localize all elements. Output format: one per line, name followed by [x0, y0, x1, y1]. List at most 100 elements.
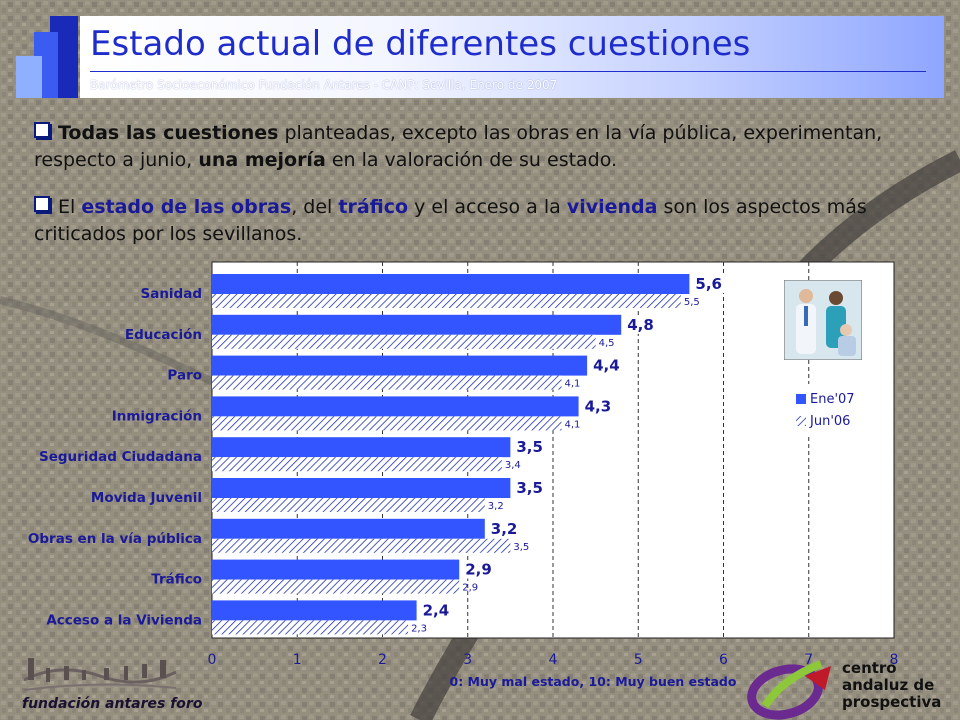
- legend-label-ene07: Ene'07: [810, 392, 855, 407]
- bars-layer: 5,6 5,5 4,8 4,5 4,4 4,1 4,3 4,1 3,5 3,4 3,5 3,2 3,2 3…: [212, 274, 729, 635]
- antares-logo: [23, 658, 177, 691]
- value-label-ene07: 3,5: [516, 438, 543, 456]
- x-tick-labels: 0 1 2 3 4 5 6 7 8: [208, 652, 899, 668]
- value-label-bg: [692, 275, 729, 293]
- value-label-ene07: 4,8: [627, 316, 654, 334]
- bar-jun06: [212, 375, 562, 390]
- value-label-jun06: 2,3: [411, 623, 427, 634]
- bar-jun06: [212, 498, 485, 512]
- bar-ene07: [212, 396, 579, 417]
- bullet-text-part: son los aspectos más criticados por los …: [34, 196, 867, 245]
- doctors-photo: [784, 280, 862, 360]
- header-bar: [80, 16, 944, 98]
- value-label-jun06: 2,9: [462, 583, 478, 594]
- bar-ene07: [212, 355, 588, 376]
- centro-andaluz-logo: [747, 660, 831, 720]
- bullet-text-part: tráfico: [338, 196, 409, 218]
- page-title: Estado actual de diferentes cuestiones: [90, 24, 751, 64]
- bar-jun06: [212, 416, 562, 431]
- value-label-ene07: 2,9: [465, 561, 492, 579]
- category-label: Paro: [167, 368, 202, 384]
- bar-jun06: [212, 579, 460, 594]
- category-label: Seguridad Ciudadana: [39, 449, 202, 465]
- bullet-text-part: y el acceso a la: [408, 196, 567, 218]
- value-label-ene07: 4,3: [585, 397, 612, 415]
- value-label-bg: [624, 315, 661, 334]
- bullet-text: El estado de las obras, del tráfico y el…: [34, 196, 867, 245]
- category-label: Sanidad: [140, 286, 202, 302]
- centro-logo-line-2: andaluz de: [842, 676, 935, 694]
- bar-ene07: [212, 559, 460, 580]
- legend-label-jun06: Jun'06: [809, 414, 850, 429]
- value-label-jun06: 4,1: [565, 379, 581, 390]
- bullet-text-part: Todas las cuestiones: [58, 122, 279, 144]
- bullet-2: El estado de las obras, del tráfico y el…: [34, 194, 914, 248]
- x-tick-label: 6: [719, 652, 728, 668]
- value-label-bg: [590, 356, 627, 375]
- category-label: Obras en la vía pública: [28, 531, 202, 547]
- bullet-text-part: estado de las obras: [81, 196, 292, 218]
- category-label: Tráfico: [151, 572, 202, 588]
- checkbox-bullet-icon: [34, 122, 50, 138]
- bar-ene07: [212, 314, 622, 335]
- x-tick-label: 7: [804, 652, 813, 668]
- checkbox-bullet-icon: [34, 196, 50, 212]
- bullet-text-part: en la valoración de su estado.: [325, 149, 618, 171]
- value-label-jun06: 3,5: [513, 542, 529, 553]
- value-label-jun06: 3,4: [505, 460, 521, 471]
- bar-ene07: [212, 437, 511, 458]
- centro-logo-line-1: centro: [842, 659, 897, 677]
- value-label-jun06: 5,5: [684, 297, 700, 308]
- bullet-text-part: , del: [291, 196, 339, 218]
- centro-logo-line-3: prospectiva: [842, 693, 942, 711]
- bar-ene07: [212, 274, 690, 294]
- x-axis-label: 0: Muy mal estado, 10: Muy buen estado: [450, 674, 737, 689]
- x-tick-label: 3: [463, 652, 472, 668]
- value-label-bg: [487, 519, 524, 538]
- bar-ene07: [212, 600, 417, 621]
- value-label-jun06: 4,1: [565, 419, 581, 430]
- value-label-bg: [513, 438, 550, 457]
- bullet-1: Todas las cuestiones planteadas, excepto…: [34, 120, 914, 174]
- category-label: Educación: [125, 327, 202, 343]
- value-label-jun06: 4,5: [599, 338, 615, 349]
- x-tick-label: 1: [293, 652, 302, 668]
- legend-swatch-jun06: [796, 416, 806, 426]
- value-label-jun06: 3,2: [488, 501, 504, 512]
- category-label: Acceso a la Vivienda: [46, 612, 202, 628]
- value-label-bg: [581, 397, 618, 416]
- value-label-ene07: 3,2: [491, 520, 518, 538]
- bar-jun06: [212, 294, 681, 308]
- x-tick-label: 4: [549, 652, 558, 668]
- x-tick-label: 5: [634, 652, 643, 668]
- bullet-text-part: planteadas, excepto las obras en la vía …: [34, 122, 883, 171]
- legend: Ene'07 Jun'06: [790, 384, 892, 434]
- x-tick-label: 8: [890, 652, 899, 668]
- x-tick-label: 0: [208, 652, 217, 668]
- category-label: Inmigración: [112, 408, 202, 424]
- value-label-ene07: 5,6: [695, 275, 722, 293]
- bar-ene07: [212, 518, 485, 539]
- value-label-ene07: 2,4: [423, 601, 450, 619]
- bar-jun06: [212, 538, 511, 553]
- bar-jun06: [212, 620, 409, 635]
- bullet-text-part: una mejoría: [198, 149, 326, 171]
- bullet-text-part: El: [58, 196, 82, 218]
- value-label-bg: [513, 479, 550, 497]
- bar-jun06: [212, 334, 596, 349]
- title-divider: [90, 71, 926, 72]
- value-label-bg: [419, 601, 456, 620]
- value-label-ene07: 4,4: [593, 357, 620, 375]
- legend-box: [790, 384, 892, 434]
- category-labels: Sanidad Educación Paro Inmigración Seguridad…: [28, 286, 202, 628]
- legend-swatch-ene07: [796, 394, 806, 404]
- page-subtitle: Barómetro Socioeconómico Fundación Antar…: [90, 78, 558, 92]
- bullet-text: Todas las cuestiones planteadas, excepto…: [34, 122, 882, 171]
- category-label: Movida Juvenil: [91, 490, 202, 506]
- antares-logo-text: fundación antares foro: [22, 696, 203, 712]
- value-label-ene07: 3,5: [516, 479, 543, 497]
- bar-ene07: [212, 478, 511, 498]
- x-tick-label: 2: [378, 652, 387, 668]
- value-label-bg: [462, 560, 499, 579]
